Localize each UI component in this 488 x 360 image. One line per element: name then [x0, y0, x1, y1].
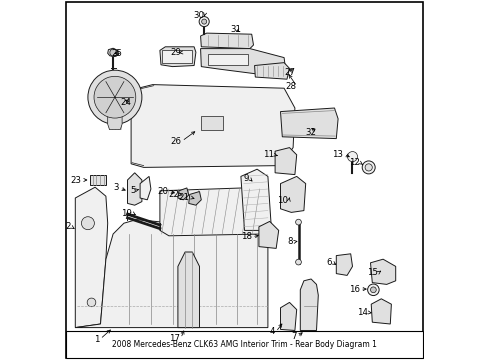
Text: 23: 23: [71, 176, 81, 185]
Text: 32: 32: [305, 128, 316, 137]
Text: 3: 3: [114, 184, 119, 193]
Circle shape: [199, 17, 209, 27]
Text: 21: 21: [179, 193, 189, 202]
Polygon shape: [200, 33, 253, 49]
Bar: [66, 331, 422, 358]
Text: 27: 27: [284, 68, 294, 77]
Text: 10: 10: [277, 197, 288, 205]
Polygon shape: [280, 108, 337, 139]
FancyBboxPatch shape: [66, 2, 422, 358]
Text: 12: 12: [348, 158, 359, 167]
Circle shape: [295, 219, 301, 225]
Text: 18: 18: [240, 233, 251, 242]
Polygon shape: [90, 175, 106, 185]
Text: 2008 Mercedes-Benz CLK63 AMG Interior Trim - Rear Body Diagram 1: 2008 Mercedes-Benz CLK63 AMG Interior Tr…: [112, 341, 376, 349]
Circle shape: [110, 49, 117, 56]
Text: 16: 16: [348, 284, 359, 294]
Polygon shape: [107, 48, 118, 57]
Bar: [162, 50, 192, 63]
Polygon shape: [241, 169, 271, 230]
Wedge shape: [88, 70, 142, 124]
Text: 14: 14: [356, 308, 367, 317]
Text: 20: 20: [157, 187, 168, 196]
Text: 31: 31: [229, 25, 241, 34]
Text: 1: 1: [94, 335, 100, 343]
Text: 22: 22: [168, 190, 179, 199]
Polygon shape: [300, 279, 318, 330]
Bar: [201, 116, 223, 130]
Polygon shape: [275, 148, 296, 175]
Polygon shape: [131, 85, 294, 167]
Text: 24: 24: [120, 98, 131, 107]
Polygon shape: [107, 97, 122, 130]
Polygon shape: [140, 176, 151, 200]
Text: 25: 25: [111, 49, 122, 58]
Bar: [208, 54, 247, 65]
Text: 28: 28: [285, 82, 296, 91]
Polygon shape: [160, 47, 196, 67]
Polygon shape: [280, 176, 305, 212]
Circle shape: [362, 161, 374, 174]
Polygon shape: [188, 192, 201, 205]
Polygon shape: [160, 187, 267, 236]
Polygon shape: [370, 259, 395, 284]
Text: 11: 11: [263, 150, 273, 159]
Polygon shape: [258, 221, 278, 248]
Polygon shape: [178, 188, 188, 200]
Text: 8: 8: [287, 238, 292, 247]
Circle shape: [367, 284, 378, 296]
Text: 19: 19: [121, 209, 132, 217]
Polygon shape: [254, 63, 289, 79]
Circle shape: [201, 19, 206, 24]
Polygon shape: [200, 49, 285, 76]
Circle shape: [87, 298, 96, 307]
Polygon shape: [75, 187, 107, 328]
Text: 30: 30: [193, 11, 204, 20]
Circle shape: [295, 259, 301, 265]
Text: 4: 4: [269, 328, 275, 336]
Wedge shape: [94, 76, 136, 118]
Polygon shape: [280, 302, 296, 330]
Text: 7: 7: [291, 333, 296, 341]
Text: 13: 13: [332, 150, 343, 159]
Text: 2: 2: [65, 222, 71, 231]
Polygon shape: [370, 299, 390, 324]
Text: 5: 5: [130, 186, 136, 195]
Text: 26: 26: [170, 137, 181, 146]
Text: 29: 29: [170, 48, 181, 57]
Circle shape: [347, 152, 357, 162]
Circle shape: [81, 217, 94, 230]
Text: 15: 15: [366, 269, 377, 277]
Text: 6: 6: [325, 258, 331, 266]
Text: 9: 9: [243, 174, 248, 183]
Polygon shape: [127, 173, 142, 205]
Text: 17: 17: [169, 334, 180, 343]
Polygon shape: [178, 252, 199, 328]
Circle shape: [370, 287, 375, 293]
Polygon shape: [75, 220, 267, 328]
Polygon shape: [336, 254, 352, 275]
Circle shape: [365, 164, 371, 171]
